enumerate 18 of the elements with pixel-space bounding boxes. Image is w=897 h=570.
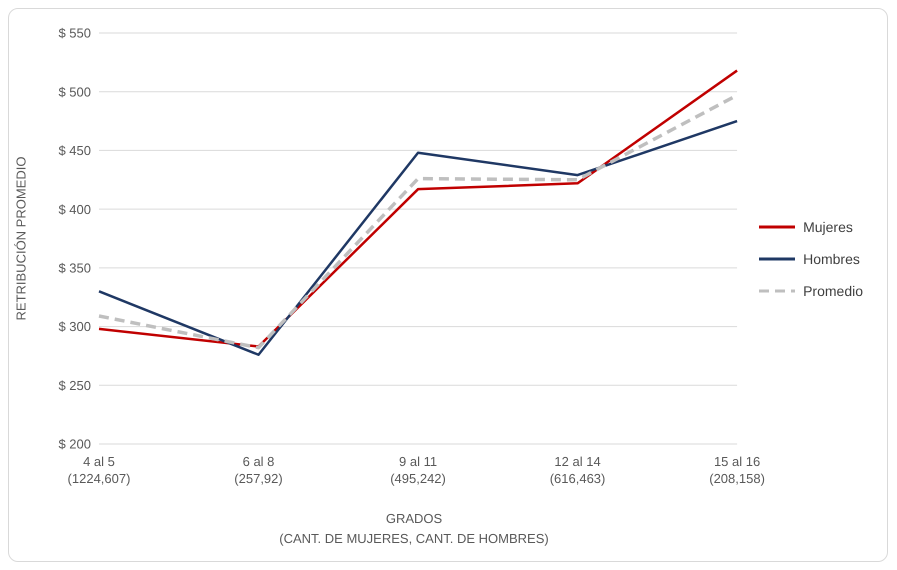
legend-label: Hombres: [803, 251, 860, 267]
y-tick-label: $ 350: [58, 260, 91, 276]
x-tick-label: 15 al 16 (208,158): [709, 454, 765, 486]
x-tick-label: 4 al 5 (1224,607): [68, 454, 130, 486]
y-tick-label: $ 500: [58, 84, 91, 100]
y-tick-label: $ 450: [58, 143, 91, 158]
legend-label: Promedio: [803, 283, 863, 299]
y-axis-title: RETRIBUCIÓN PROMEDIO: [14, 156, 29, 320]
legend-label: Mujeres: [803, 219, 853, 235]
y-tick-label: $ 300: [58, 319, 91, 334]
y-tick-label: $ 200: [58, 436, 91, 452]
y-tick-label: $ 400: [58, 202, 91, 217]
x-tick-label: 9 al 11 (495,242): [390, 454, 446, 486]
x-tick-label: 12 al 14 (616,463): [550, 454, 606, 486]
y-tick-label: $ 550: [58, 26, 91, 41]
y-tick-label: $ 250: [58, 378, 91, 393]
x-tick-label: 6 al 8 (257,92): [234, 454, 283, 486]
x-axis-title: GRADOS (CANT. DE MUJERES, CANT. DE HOMBRES): [278, 510, 550, 548]
